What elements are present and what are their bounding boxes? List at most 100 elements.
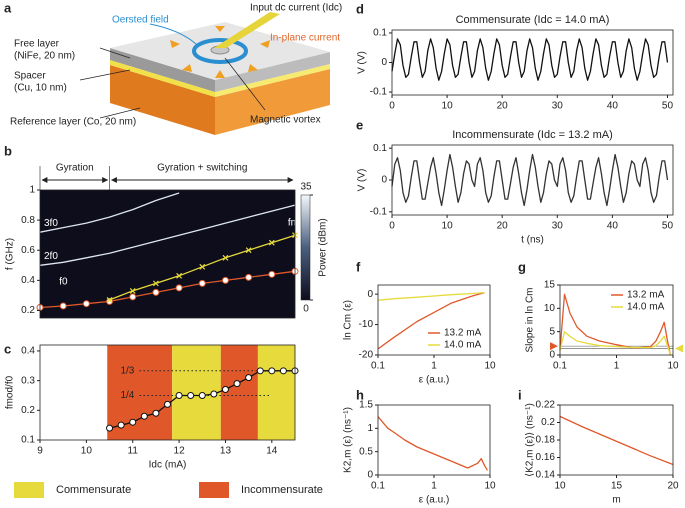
x-tick-label: 40 (607, 101, 619, 112)
guide-label: 1/3 (120, 365, 134, 376)
panel-label: e (356, 117, 363, 132)
x-tick-label: 0.1 (371, 361, 385, 372)
x-tick-label: 40 (607, 221, 619, 232)
reference-arrow (550, 342, 558, 351)
marker (210, 390, 218, 398)
series-line (391, 38, 669, 81)
marker (198, 391, 206, 399)
panel-label: d (356, 1, 364, 16)
y-tick-label: -0.1 (370, 206, 388, 217)
y-axis-label: f (GHz) (5, 238, 16, 270)
x-tick-label: 1 (431, 361, 437, 372)
y-tick-label: 0.18 (536, 435, 556, 446)
x-tick-label: 0 (389, 101, 395, 112)
x-tick-label: 10 (554, 481, 566, 492)
x-tick-label: 10 (484, 481, 496, 492)
y-tick-label: 0.22 (536, 400, 556, 411)
y-tick-label: 1.5 (359, 400, 373, 411)
series-line (559, 331, 672, 356)
x-tick-label: 13 (220, 446, 232, 457)
x-axis-label: m (612, 495, 620, 506)
oersted-ring (192, 38, 248, 64)
series-line (559, 293, 672, 356)
x-tick-label: 10 (442, 101, 454, 112)
marker (268, 270, 276, 278)
marker (152, 409, 160, 417)
y-tick-label: 0 (381, 175, 387, 186)
series-line (39, 270, 296, 309)
colorbar-tick-label: 0 (303, 304, 309, 315)
marker (129, 287, 136, 294)
label: (NiFe, 20 nm) (14, 51, 75, 62)
plot-frame (377, 404, 491, 476)
y-tick-label: 0.8 (21, 215, 35, 226)
label: Input dc current (Idc) (250, 3, 342, 14)
x-tick-label: 12 (174, 446, 186, 457)
y-axis-label: V (V) (357, 51, 368, 74)
series-label: 3f0 (44, 218, 58, 229)
plot-frame (39, 344, 296, 441)
legend-swatch (14, 482, 44, 498)
y-tick-label: 0.1 (373, 28, 387, 39)
legend-label: Commensurate (56, 484, 131, 496)
current-lead (214, 12, 280, 48)
y-tick-label: -20 (359, 350, 374, 361)
marker (245, 374, 253, 382)
panel-label: h (356, 387, 364, 402)
x-tick-label: 10 (484, 361, 496, 372)
marker (199, 263, 206, 270)
y-tick-label: 0.4 (21, 275, 35, 286)
panel-label: c (4, 341, 11, 356)
legend-label: 13.2 mA (627, 290, 665, 301)
x-tick-label: 1 (614, 361, 620, 372)
label: (Cu, 10 nm) (14, 83, 67, 94)
x-tick-label: 1 (431, 481, 437, 492)
leader (149, 23, 197, 45)
y-axis-label: Slope in ln Cm (525, 287, 536, 352)
leader (79, 69, 131, 81)
x-axis-label: t (ns) (521, 235, 544, 246)
y-tick-label: 0.14 (536, 470, 556, 481)
marker (106, 424, 114, 432)
series-label: fmod (288, 217, 310, 228)
panel-label: a (4, 0, 12, 15)
marker (164, 400, 171, 408)
marker (129, 293, 137, 301)
x-tick-label: 14 (266, 446, 278, 457)
y-tick-label: -10 (359, 319, 374, 330)
marker (129, 418, 137, 426)
y-tick-label: 0 (367, 289, 373, 300)
marker (221, 386, 229, 394)
y-tick-label: 10 (544, 303, 556, 314)
reference-arrow (675, 344, 683, 353)
legend-label: Incommensurate (241, 484, 323, 496)
spacer-layer-side (215, 64, 330, 97)
legend-swatch (199, 482, 229, 498)
marker (268, 239, 275, 246)
marker (256, 367, 264, 375)
x-tick-label: 9 (37, 446, 43, 457)
plot-frame (391, 29, 674, 96)
band (257, 345, 295, 440)
marker (175, 284, 183, 292)
x-axis-label: Idc (mA) (149, 460, 187, 471)
plot-background (40, 190, 295, 318)
series-line (39, 204, 296, 266)
x-tick-label: 20 (497, 101, 509, 112)
x-tick-label: 10 (81, 446, 93, 457)
y-tick-label: 0.4 (21, 346, 35, 357)
plot-frame (559, 404, 674, 476)
x-tick-label: 30 (552, 101, 564, 112)
series-line (391, 153, 669, 207)
y-tick-label: 0.2 (541, 417, 555, 428)
marker (187, 391, 195, 399)
chart-title: Incommensurate (Idc = 13.2 mA) (452, 129, 612, 141)
y-tick-label: 0.16 (536, 452, 556, 463)
marker (279, 367, 287, 375)
marker (245, 273, 253, 281)
y-tick-label: 0.1 (373, 143, 387, 154)
region-label: Gyration (56, 163, 94, 174)
series-line (377, 291, 485, 350)
x-axis-label: ε (a.u.) (419, 375, 450, 386)
